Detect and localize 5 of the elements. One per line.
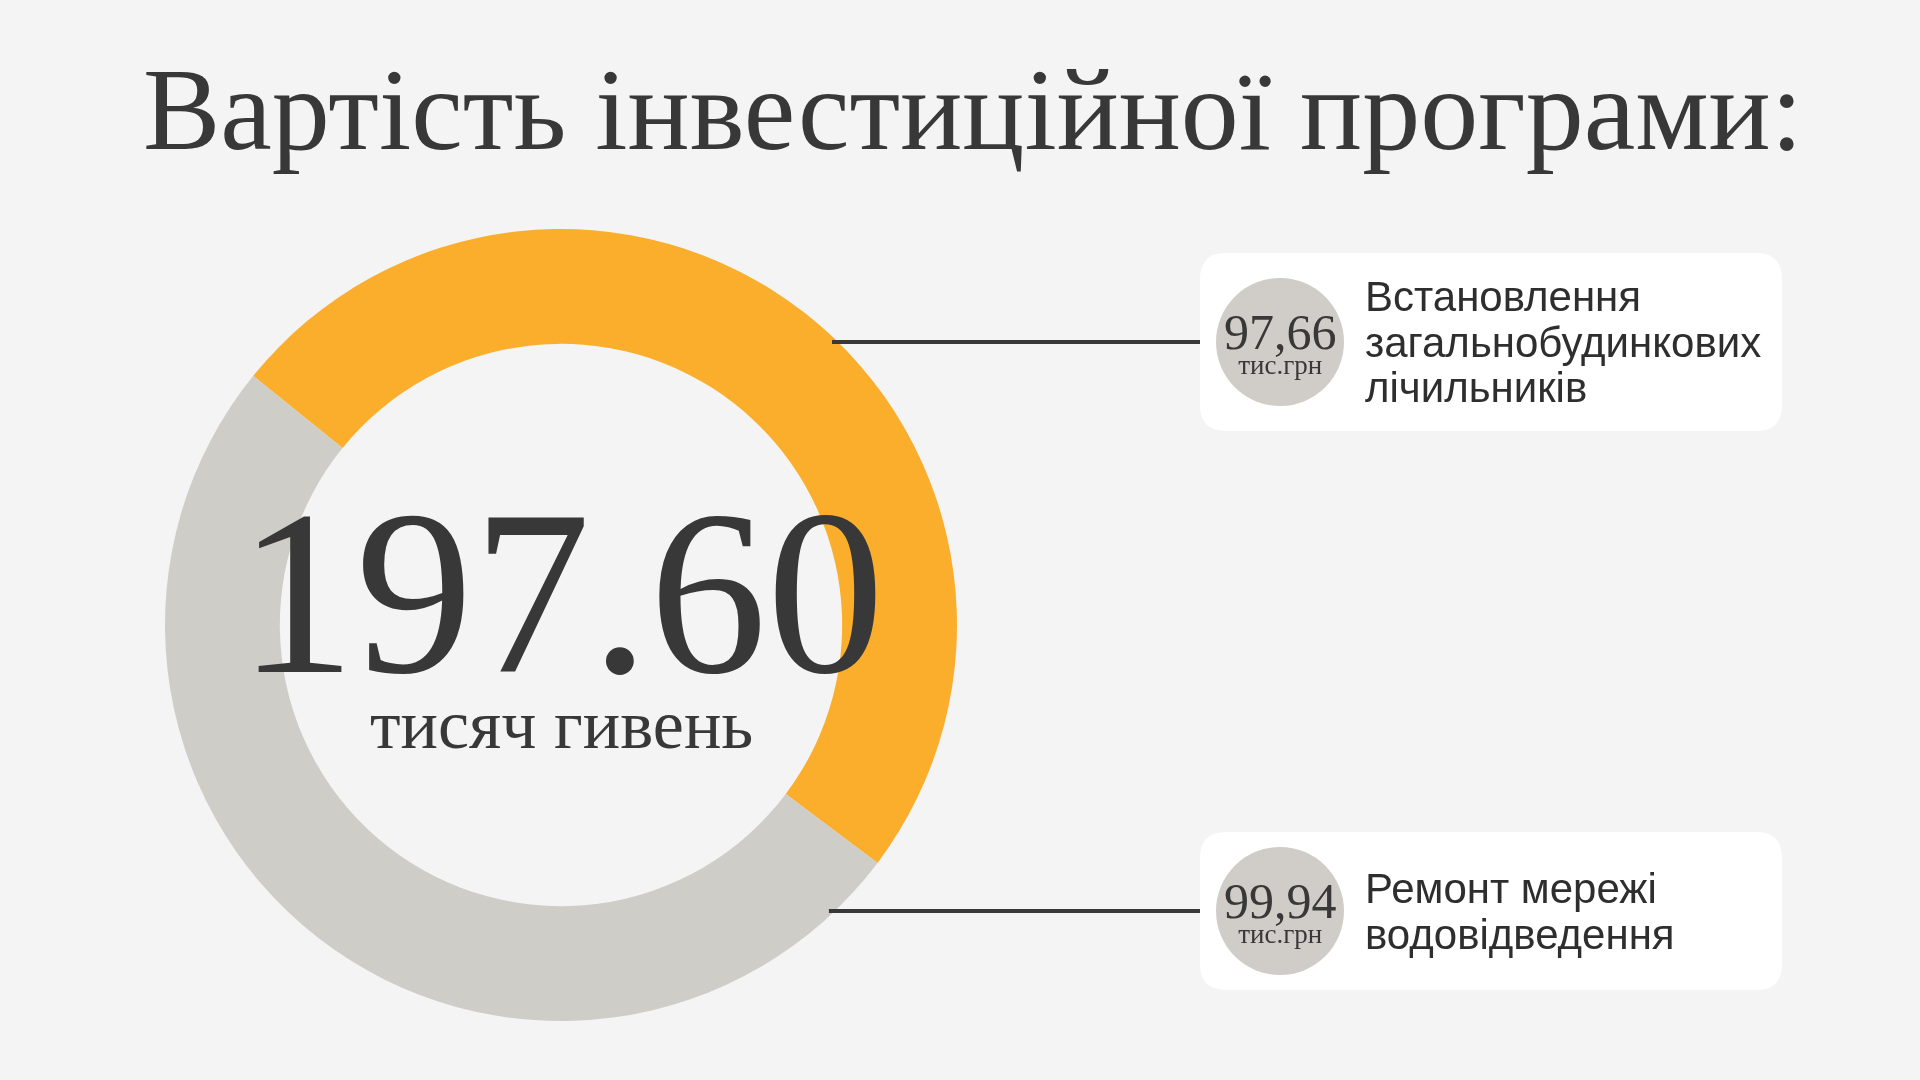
slice-label: Ремонт мережі водовідведення — [1365, 865, 1675, 958]
chart-title: Вартість інвестиційної програми: — [143, 46, 1803, 174]
data-label: 99,94 тис.грн — [1224, 873, 1337, 949]
slice-label: Встановлення загальнобудинкових лічильників — [1365, 273, 1762, 411]
data-label: 97,66 тис.грн — [1224, 304, 1337, 380]
